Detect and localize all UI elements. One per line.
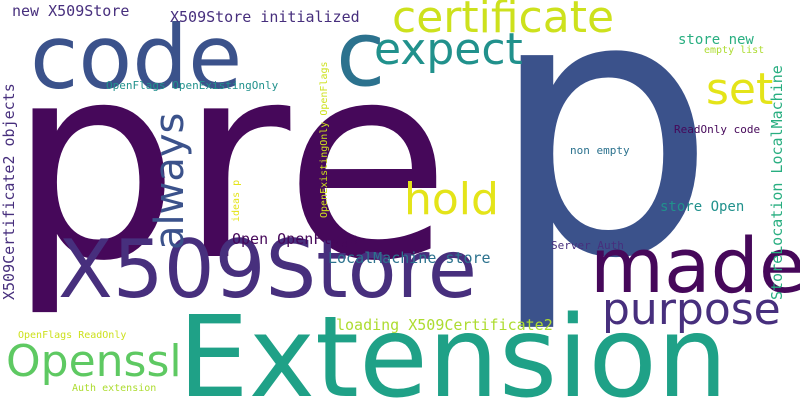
word-readonly-code: ReadOnly code	[674, 123, 761, 136]
word-loading-x509certificate2: loading X509Certificate2	[336, 316, 553, 334]
word-empty-list: empty list	[704, 45, 765, 56]
word-open-openflags: Open OpenFlags	[232, 230, 359, 248]
word-purpose: purpose	[602, 284, 781, 335]
word-x509store-initialized: X509Store initialized	[170, 8, 360, 26]
word-server-auth: Server Auth	[551, 239, 624, 252]
word-storelocation-localmachine: StoreLocation LocalMachine	[768, 65, 786, 300]
word-p: p	[488, 0, 717, 337]
word-localmachine-store: LocalMachine store	[328, 249, 491, 267]
word-certificate: certificate	[392, 0, 615, 43]
word-openexistingonly-openflags: OpenExistingOnly OpenFlags	[319, 61, 330, 218]
word-set: set	[706, 64, 774, 115]
word-x509certificate2-objects: X509Certificate2 objects	[0, 83, 18, 300]
word-openflags-openexistingonly: OpenFlags OpenExistingOnly	[106, 79, 279, 92]
word-new-x509store: new X509Store	[12, 2, 130, 20]
word-auth-extension: Auth extension	[72, 383, 157, 394]
word-pre: pre	[8, 5, 451, 320]
word-openssl: Openssl	[6, 336, 182, 387]
word-always: always	[147, 112, 193, 250]
word-c: c	[336, 2, 386, 107]
word-hold: hold	[404, 174, 499, 225]
word-extension: Extension	[178, 293, 728, 400]
word-non-empty: non empty	[570, 144, 630, 157]
word-store-new: store new	[678, 32, 754, 48]
word-openflags-readonly: OpenFlags ReadOnly	[18, 330, 127, 341]
word-x509store: X509Store	[58, 223, 477, 316]
word-expect: expect	[374, 24, 523, 75]
word-store-open: store Open	[660, 199, 745, 215]
word-code: code	[30, 6, 243, 109]
word-made: made	[590, 221, 800, 310]
word-ideas-p: ideas p	[231, 179, 242, 222]
